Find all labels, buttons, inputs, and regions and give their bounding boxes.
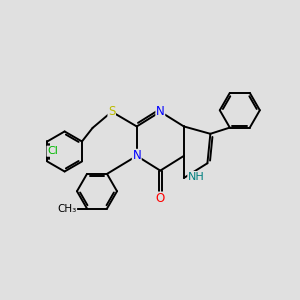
Text: NH: NH <box>188 172 205 182</box>
Text: O: O <box>156 192 165 205</box>
Text: N: N <box>132 149 141 162</box>
Text: CH₃: CH₃ <box>57 204 76 214</box>
Text: Cl: Cl <box>47 146 58 156</box>
Text: N: N <box>156 105 165 118</box>
Text: S: S <box>108 105 116 118</box>
